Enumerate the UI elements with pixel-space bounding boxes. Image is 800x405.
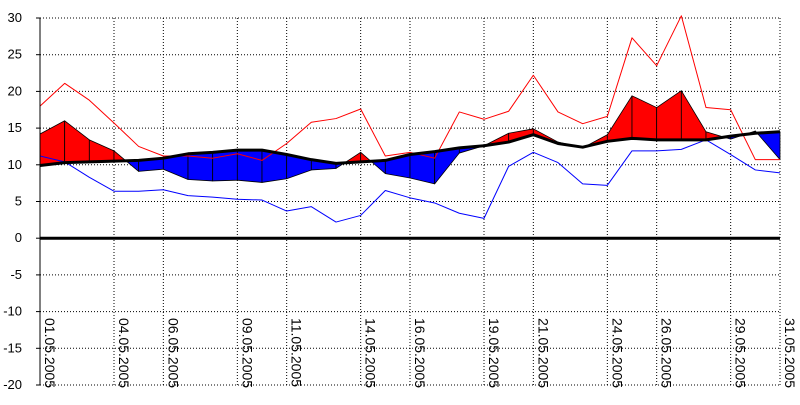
x-tick-label: 29.05.2005 xyxy=(733,318,749,388)
y-tick-label: -5 xyxy=(10,267,22,282)
x-tick-label: 19.05.2005 xyxy=(486,318,502,388)
above-normal-fill xyxy=(656,90,682,141)
above-normal-fill xyxy=(606,95,633,142)
x-tick-label: 06.05.2005 xyxy=(165,318,181,388)
max-temperature-line xyxy=(39,15,780,161)
y-tick-label: 25 xyxy=(8,47,22,62)
x-tick-label: 09.05.2005 xyxy=(239,318,255,388)
normal-temperature-line xyxy=(39,130,781,168)
tick-label-layer: 30 25 20 15 10 5 0 -5 -10 -15 -20 01.05.2005 04.05.2… xyxy=(3,10,798,392)
y-tick-label: 10 xyxy=(8,157,22,172)
above-normal-fill xyxy=(680,90,707,141)
y-tick-label: -15 xyxy=(3,340,22,355)
x-tick-label: 11.05.2005 xyxy=(289,318,305,387)
axis-layer xyxy=(36,17,780,386)
x-tick-label: 01.05.2005 xyxy=(42,318,58,388)
x-tick-label: 16.05.2005 xyxy=(412,318,428,388)
below-normal-fill xyxy=(756,131,781,161)
x-tick-label: 26.05.2005 xyxy=(659,318,675,388)
y-tick-label: -20 xyxy=(3,377,22,392)
x-tick-label: 21.05.2005 xyxy=(535,318,551,388)
above-normal-fill xyxy=(631,95,658,141)
below-normal-fill xyxy=(409,151,436,185)
y-tick-label: 5 xyxy=(15,194,22,209)
deviation-fill-layer xyxy=(39,90,781,185)
y-tick-label: 30 xyxy=(8,10,22,25)
x-tick-label: 24.05.2005 xyxy=(609,318,625,388)
x-tick-label: 31.05.2005 xyxy=(782,318,798,388)
above-normal-fill xyxy=(64,120,90,164)
below-normal-fill xyxy=(434,147,460,185)
y-tick-label: 20 xyxy=(8,83,22,98)
series-line-layer xyxy=(39,15,781,223)
above-normal-fill xyxy=(88,139,115,163)
y-tick-label: 0 xyxy=(15,230,22,245)
y-tick-label: -10 xyxy=(3,304,22,319)
min-temperature-line xyxy=(39,139,781,223)
grid-layer xyxy=(39,17,781,386)
y-tick-label: 15 xyxy=(8,120,22,135)
x-tick-label: 14.05.2005 xyxy=(363,318,379,388)
x-tick-label: 04.05.2005 xyxy=(116,318,132,388)
